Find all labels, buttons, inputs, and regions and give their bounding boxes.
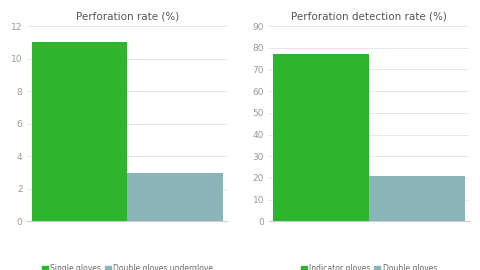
Legend: Single gloves, Double gloves underglove: Single gloves, Double gloves underglove bbox=[39, 261, 216, 270]
Bar bbox=[273, 54, 369, 221]
Title: Perforation rate (%): Perforation rate (%) bbox=[76, 11, 179, 21]
Title: Perforation detection rate (%): Perforation detection rate (%) bbox=[291, 11, 447, 21]
Bar bbox=[369, 176, 465, 221]
Legend: Indicator gloves, Double gloves: Indicator gloves, Double gloves bbox=[298, 261, 440, 270]
Bar bbox=[32, 42, 128, 221]
Bar bbox=[128, 173, 223, 221]
